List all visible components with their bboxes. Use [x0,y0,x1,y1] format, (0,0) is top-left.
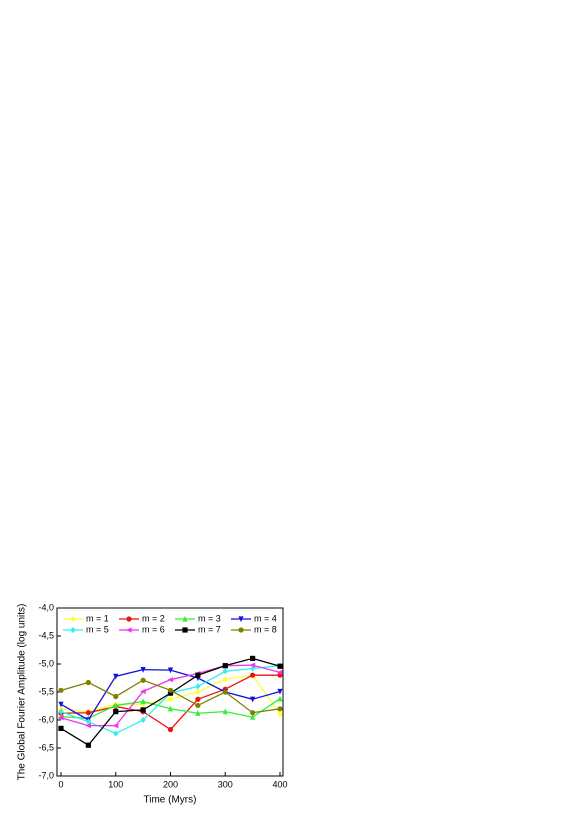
point [277,663,283,669]
point [222,676,228,683]
point [167,696,174,703]
y-tick-label: -6,0 [38,714,54,724]
point [250,696,256,703]
y-tick-label: -6,5 [38,742,54,752]
point [85,742,91,748]
point [167,726,174,733]
point [277,688,283,695]
point [195,702,201,709]
point [113,673,119,680]
point [222,663,228,669]
point [250,672,256,678]
point [58,725,64,731]
point [222,689,228,695]
legend-marker [70,615,76,623]
point [167,667,174,674]
x-tick-label: 200 [163,779,178,789]
point [85,718,91,725]
x-tick-label: 100 [108,779,123,789]
point [222,708,228,715]
point [195,672,201,678]
point [113,730,119,737]
y-tick-label: -4,5 [38,630,54,640]
legend-marker [182,615,188,622]
point [58,708,64,715]
legend-marker [238,627,244,633]
point [85,723,91,729]
legend-label: m = 1 [86,613,109,623]
legend-marker [125,627,132,633]
point [140,677,146,683]
point [195,696,201,702]
point [113,702,119,709]
point [167,705,174,712]
point [113,693,119,700]
legend-marker [70,626,76,634]
point [58,701,64,708]
x-axis-title: Time (Myrs) [144,795,197,806]
legend-marker [182,627,188,633]
y-axis-title: The Global Fourier Amplitude (log units) [17,604,28,781]
point [250,710,256,716]
point [113,709,119,715]
legend-label: m = 7 [198,624,221,634]
point [140,698,146,705]
point [167,687,174,693]
legend-marker [126,616,132,622]
point [277,706,283,712]
point [140,688,146,695]
y-tick-label: -5,5 [38,686,54,696]
point [85,679,91,686]
x-tick-label: 0 [58,779,63,789]
legend-label: m = 2 [142,613,165,623]
point [250,655,256,661]
point [167,690,174,696]
y-tick-label: -5,0 [38,658,54,668]
point [57,715,64,721]
point [140,707,146,713]
point [277,695,283,702]
point [140,701,146,708]
point [222,668,228,675]
point [277,711,283,718]
legend-marker [238,616,244,623]
legend-label: m = 8 [254,624,277,634]
point [58,687,64,693]
point [167,677,174,683]
legend-label: m = 3 [198,613,221,623]
y-tick-label: -7,0 [38,770,54,780]
legend-label: m = 5 [86,624,109,634]
point [140,716,146,724]
legend-label: m = 4 [254,613,277,623]
point [249,662,256,668]
point [112,723,119,729]
point [250,714,256,720]
point [195,710,201,716]
y-tick-label: -4,0 [38,602,54,612]
x-tick-label: 300 [218,779,233,789]
point [195,688,201,696]
x-tick-label: 400 [272,779,287,789]
point [85,710,91,716]
point [276,669,283,675]
point [195,683,201,690]
point [140,667,146,673]
legend-label: m = 6 [142,624,165,634]
